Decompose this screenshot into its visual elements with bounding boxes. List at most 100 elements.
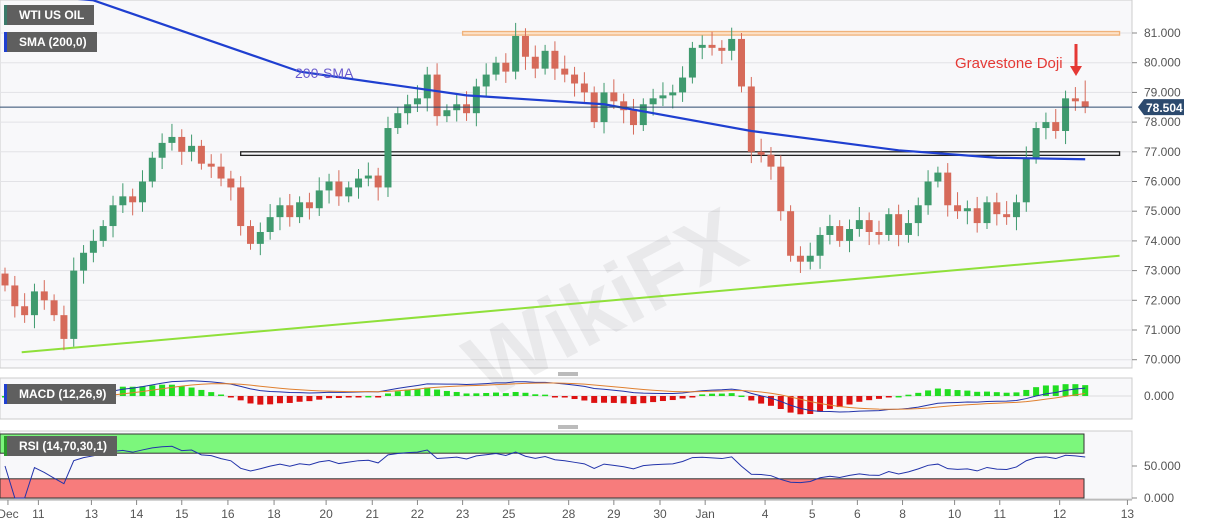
candle-body bbox=[963, 208, 971, 212]
candle-body bbox=[11, 285, 19, 307]
x-tick-label: 15 bbox=[175, 507, 189, 521]
candle-body bbox=[99, 226, 107, 241]
candle-body bbox=[924, 181, 932, 206]
y-tick-label: 80.000 bbox=[1144, 56, 1181, 70]
macd-histogram-bar bbox=[326, 396, 333, 399]
candle-body bbox=[541, 50, 549, 69]
macd-label[interactable]: MACD (12,26,9) bbox=[4, 384, 117, 404]
candle-body bbox=[512, 35, 520, 72]
x-tick-label: 4 bbox=[762, 507, 769, 521]
macd-histogram-bar bbox=[807, 396, 814, 415]
candle-body bbox=[1081, 101, 1089, 108]
candle-body bbox=[1052, 122, 1060, 132]
x-tick-label: 20 bbox=[319, 507, 333, 521]
support-zone bbox=[240, 151, 1121, 157]
x-tick-label: 8 bbox=[899, 507, 906, 521]
candle-body bbox=[855, 220, 863, 230]
x-tick-label: 23 bbox=[456, 507, 470, 521]
macd-histogram-bar bbox=[591, 396, 598, 403]
candle-body bbox=[60, 315, 68, 339]
x-tick-label: 30 bbox=[653, 507, 667, 521]
candle-body bbox=[30, 291, 38, 316]
candle-body bbox=[21, 306, 29, 316]
macd-histogram-bar bbox=[699, 394, 706, 396]
x-tick-label: 16 bbox=[221, 507, 235, 521]
macd-histogram-bar bbox=[1033, 387, 1040, 396]
macd-histogram-bar bbox=[581, 396, 588, 401]
macd-signal-line bbox=[4, 382, 1086, 410]
macd-histogram-bar bbox=[178, 386, 185, 396]
x-tick-label: 22 bbox=[411, 507, 425, 521]
candle-body bbox=[639, 104, 647, 126]
macd-histogram-bar bbox=[758, 396, 765, 404]
candle-body bbox=[463, 104, 471, 114]
macd-histogram-bar bbox=[601, 396, 608, 403]
macd-histogram-bar bbox=[345, 396, 352, 398]
candle-body bbox=[738, 38, 745, 87]
candle-body bbox=[1071, 98, 1079, 102]
macd-histogram-bar bbox=[787, 396, 794, 413]
rsi-line bbox=[4, 445, 1086, 499]
macd-histogram-bar bbox=[384, 393, 391, 396]
sma-label[interactable]: SMA (200,0) bbox=[4, 32, 97, 52]
macd-histogram-bar bbox=[905, 394, 912, 397]
candle-body bbox=[551, 50, 559, 69]
macd-histogram-bar bbox=[493, 392, 499, 396]
x-tick-label: 21 bbox=[366, 507, 380, 521]
macd-histogram-bar bbox=[689, 396, 696, 398]
candle-body bbox=[89, 240, 97, 253]
macd-panel bbox=[0, 377, 1133, 420]
macd-histogram-bar bbox=[286, 396, 293, 403]
candle-body bbox=[207, 163, 215, 167]
macd-histogram-bar bbox=[159, 384, 166, 396]
candle-body bbox=[698, 44, 706, 48]
candle-body bbox=[610, 92, 618, 102]
macd-histogram-bar bbox=[875, 396, 882, 399]
candle-body bbox=[629, 110, 637, 126]
macd-histogram-bar bbox=[335, 396, 342, 398]
macd-histogram-bar bbox=[404, 389, 411, 396]
candle-body bbox=[796, 255, 804, 262]
macd-histogram-bar bbox=[777, 396, 784, 410]
y-tick-label: 74.000 bbox=[1144, 234, 1181, 248]
sma-200-line bbox=[77, 0, 1086, 161]
candle-body bbox=[669, 92, 677, 96]
rsi-label[interactable]: RSI (14,70,30,1) bbox=[4, 436, 118, 456]
candle-body bbox=[571, 74, 579, 84]
macd-histogram-bar bbox=[414, 388, 421, 396]
candle-body bbox=[266, 217, 274, 232]
macd-histogram-bar bbox=[394, 391, 401, 396]
candle-body bbox=[40, 291, 48, 301]
candle-body bbox=[787, 211, 795, 256]
macd-histogram-bar bbox=[208, 392, 215, 396]
x-tick-label: 28 bbox=[562, 507, 576, 521]
y-tick-label: 73.000 bbox=[1144, 264, 1181, 278]
macd-histogram-bar bbox=[984, 391, 990, 396]
candle-body bbox=[109, 205, 117, 227]
candle-body bbox=[1022, 157, 1030, 203]
macd-histogram-bar bbox=[365, 395, 372, 398]
candle-body bbox=[188, 145, 196, 152]
candle-body bbox=[659, 95, 667, 99]
candle-body bbox=[276, 205, 284, 218]
candle-body bbox=[138, 181, 146, 203]
candle-body bbox=[865, 220, 873, 232]
candle-body bbox=[767, 154, 775, 167]
candle-body bbox=[197, 145, 205, 164]
candle-body bbox=[217, 166, 225, 179]
macd-histogram-bar bbox=[542, 394, 549, 397]
candle-body bbox=[649, 98, 657, 105]
candle-body bbox=[983, 202, 991, 224]
candle-body bbox=[747, 86, 755, 152]
macd-histogram-bar bbox=[306, 396, 313, 402]
macd-histogram-bar bbox=[424, 387, 431, 396]
macd-histogram-bar bbox=[267, 396, 274, 405]
candle-body bbox=[364, 175, 372, 179]
instrument-label[interactable]: WTI US OIL bbox=[4, 5, 95, 25]
candle-body bbox=[148, 157, 156, 182]
y-tick-label: 71.000 bbox=[1144, 323, 1181, 337]
candle-body bbox=[531, 56, 539, 69]
y-tick-label: 81.000 bbox=[1144, 26, 1181, 40]
candle-body bbox=[688, 47, 696, 78]
